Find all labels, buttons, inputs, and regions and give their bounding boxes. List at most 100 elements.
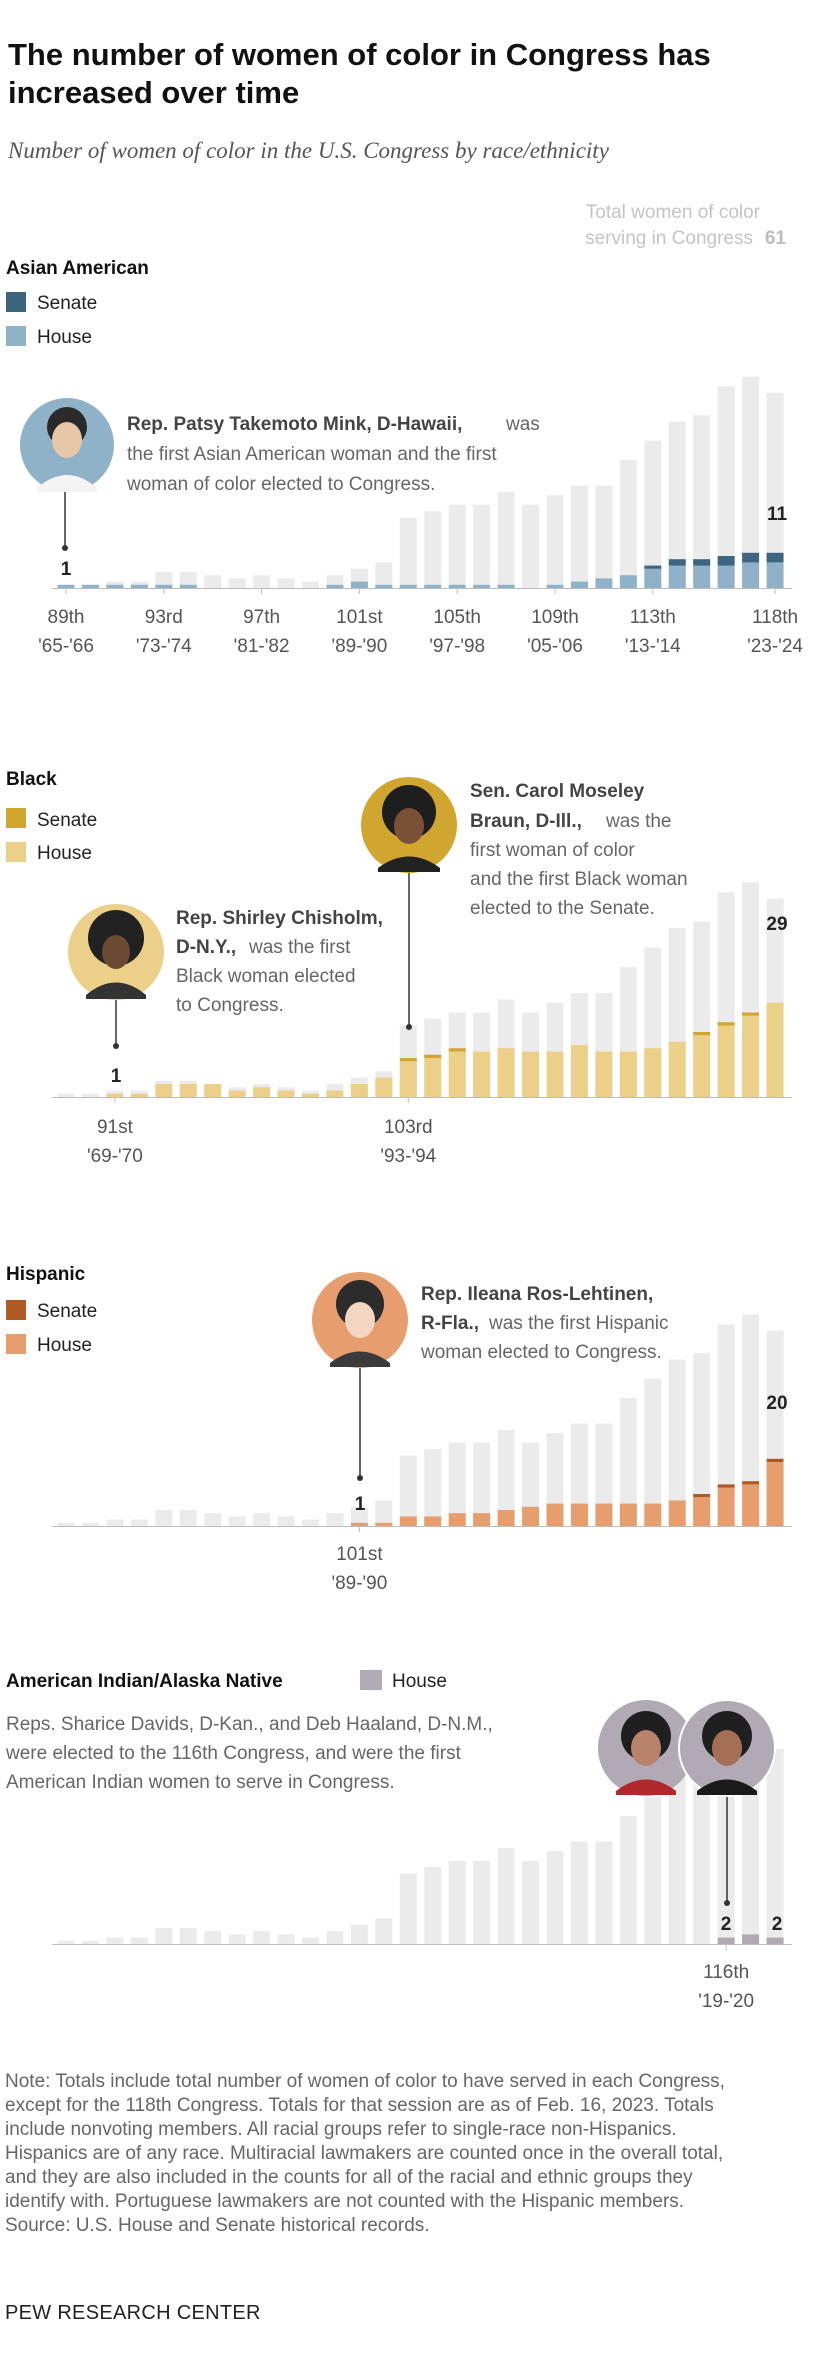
total-bar	[570, 1841, 588, 1944]
house-bar	[399, 1516, 417, 1526]
black-first-value: 1	[111, 1066, 122, 1087]
total-bar	[717, 386, 735, 588]
total-bar	[326, 1513, 344, 1526]
senate-bar	[742, 1012, 760, 1016]
legend-senate-swatch	[6, 1300, 26, 1320]
total-bar	[277, 578, 295, 588]
legend-house-label: House	[37, 327, 92, 348]
total-bar	[619, 460, 637, 588]
senate-bar	[693, 559, 711, 566]
total-bar	[57, 1522, 75, 1526]
total-bar	[766, 1748, 784, 1944]
note-line: include nonvoting members. All racial gr…	[5, 2119, 677, 2140]
total-bar	[81, 1522, 99, 1526]
native-annotation-line2: were elected to the 116th Congress, and …	[5, 1743, 462, 1764]
house-bar	[326, 584, 344, 588]
tick-label-congress: 105th	[433, 607, 481, 628]
total-bar	[155, 572, 173, 588]
total-bar	[399, 1455, 417, 1526]
tick-label-congress: 91st	[97, 1117, 134, 1138]
senate-bar	[717, 1484, 735, 1488]
total-bar	[619, 1816, 637, 1944]
total-bar	[644, 1378, 662, 1526]
total-bar	[448, 1860, 466, 1944]
total-bar	[448, 1442, 466, 1526]
ros-lehtinen-annotation-line3: woman elected to Congress.	[420, 1342, 662, 1363]
house-bar	[179, 584, 197, 588]
asian-american-panel: Total women of color serving in Congress…	[6, 202, 803, 657]
total-bar	[522, 1442, 540, 1526]
house-bar	[106, 1093, 124, 1097]
house-bar	[277, 1090, 295, 1097]
legend-senate-label: Senate	[37, 810, 97, 831]
legend-house-label: House	[37, 843, 92, 864]
house-bar	[350, 581, 368, 588]
house-bar	[766, 1462, 784, 1526]
house-bar	[595, 1503, 613, 1526]
total-bar	[668, 1777, 686, 1944]
black-end-value: 29	[766, 914, 787, 935]
native-end-value: 2	[772, 1914, 783, 1935]
house-bar	[717, 1025, 735, 1097]
total-bar	[399, 1873, 417, 1944]
tick-label-years: '81-'82	[234, 636, 290, 657]
house-bar	[644, 1048, 662, 1097]
total-bar	[644, 1796, 662, 1944]
tick-label-years: '69-'70	[87, 1146, 143, 1167]
house-bar	[742, 1484, 760, 1526]
tick-label-years: '73-'74	[136, 636, 192, 657]
house-bar	[350, 1522, 368, 1526]
total-label-value: 61	[765, 228, 787, 249]
total-bar	[57, 1940, 75, 1944]
total-bar	[619, 1398, 637, 1526]
total-bar	[742, 376, 760, 588]
total-bar	[302, 1937, 319, 1944]
senate-bar	[717, 556, 735, 566]
house-bar	[130, 1093, 148, 1097]
total-bar	[130, 1519, 148, 1526]
total-bar	[497, 1848, 515, 1944]
house-bar	[130, 584, 148, 588]
tick-label-congress: 113th	[630, 607, 676, 628]
house-bar	[424, 584, 442, 588]
house-bar	[375, 1077, 393, 1097]
house-bar	[570, 581, 588, 588]
total-bar	[155, 1928, 173, 1944]
total-bar	[742, 1314, 760, 1526]
total-bar	[302, 1519, 319, 1526]
senate-bar	[399, 1058, 417, 1062]
house-bar	[693, 565, 711, 588]
total-bar	[277, 1516, 295, 1526]
house-bar	[693, 1035, 711, 1097]
tick-label-congress: 97th	[243, 607, 280, 628]
american-indian-panel: American Indian/Alaska Native House Reps…	[5, 1670, 792, 2012]
tick-label-years: '97-'98	[429, 636, 485, 657]
note-line: Hispanics are of any race. Multiracial l…	[5, 2143, 724, 2164]
house-bar	[473, 1513, 491, 1526]
legend-house-swatch	[6, 1334, 26, 1354]
legend-senate-label: Senate	[37, 1301, 97, 1322]
total-bar	[228, 1516, 246, 1526]
legend-house-swatch	[6, 842, 26, 862]
house-bar	[619, 575, 637, 588]
house-bar	[522, 1506, 540, 1526]
house-bar	[228, 1090, 246, 1097]
house-bar	[253, 1087, 271, 1097]
total-bar	[644, 440, 662, 588]
total-bar	[595, 485, 613, 588]
total-bar	[668, 1359, 686, 1526]
house-bar	[717, 1487, 735, 1526]
total-bar	[595, 1841, 613, 1944]
senate-bar	[742, 1481, 760, 1485]
chart-title: The number of women of color in Congress…	[8, 37, 711, 110]
chisholm-annotation-line1: Rep. Shirley Chisholm,	[176, 908, 383, 929]
house-bar	[57, 584, 75, 588]
asian-panel-title: Asian American	[6, 258, 149, 279]
house-bar	[742, 1015, 760, 1097]
native-panel-title: American Indian/Alaska Native	[6, 1671, 283, 1692]
tick-label-congress: 103rd	[384, 1117, 433, 1138]
tick-label-years: '89-'90	[331, 1573, 387, 1594]
total-bar	[350, 1924, 368, 1944]
house-bar	[155, 1084, 173, 1097]
house-bar	[570, 1045, 588, 1097]
